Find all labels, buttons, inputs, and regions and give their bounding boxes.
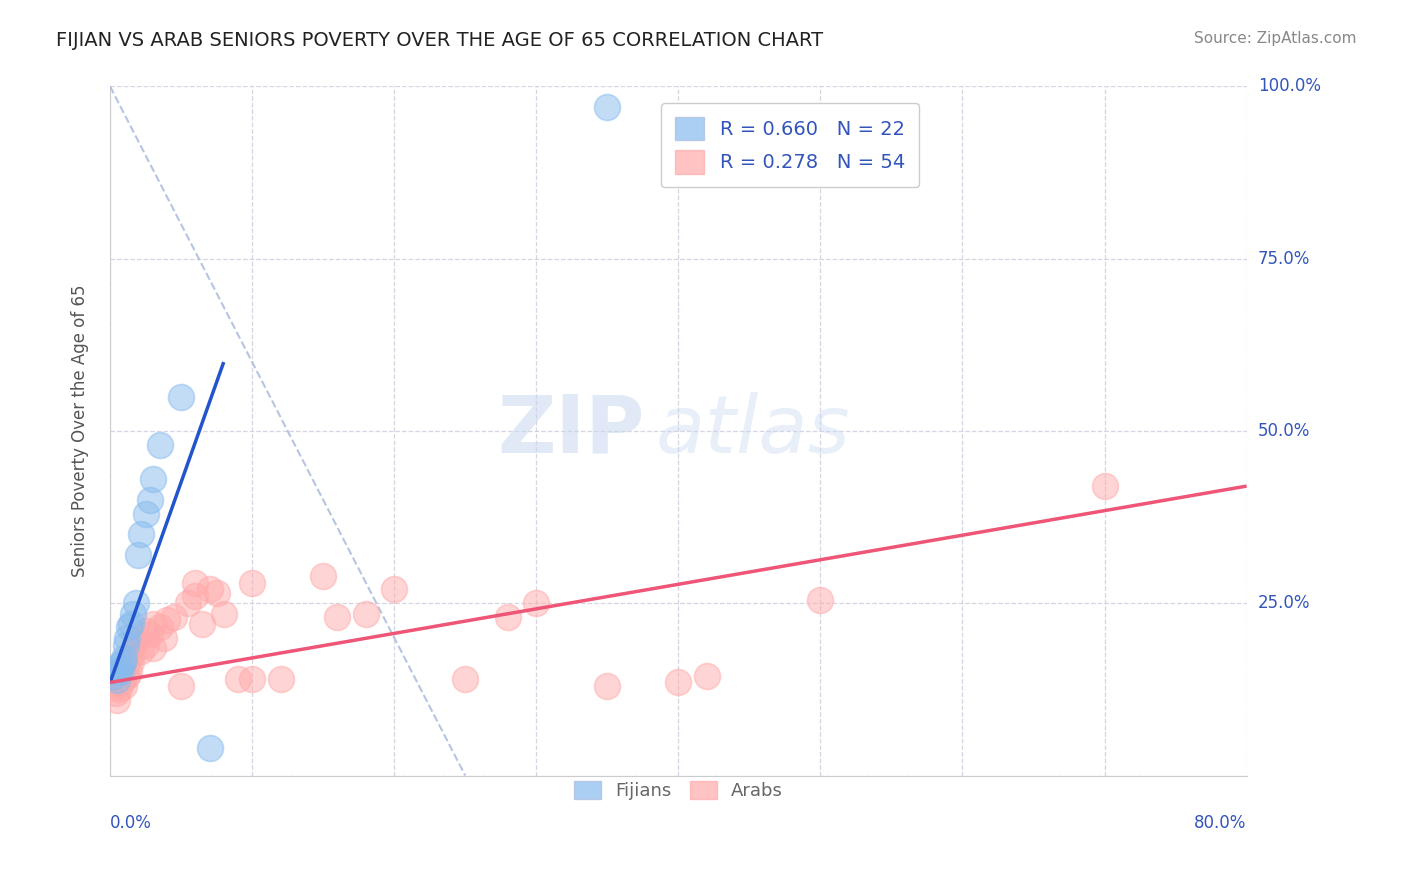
Text: 50.0%: 50.0% — [1258, 422, 1310, 440]
Point — [120, 655, 142, 669]
Point — [118, 651, 141, 665]
Point — [177, 596, 200, 610]
Point — [105, 692, 128, 706]
Point — [115, 631, 138, 645]
Point — [124, 634, 146, 648]
Text: 80.0%: 80.0% — [1194, 814, 1247, 832]
Point — [198, 741, 221, 756]
Point — [198, 582, 221, 597]
Point — [326, 610, 349, 624]
Point — [112, 651, 135, 665]
Point — [139, 492, 162, 507]
Point — [111, 655, 134, 669]
Point — [135, 638, 157, 652]
Point — [101, 672, 124, 686]
Point — [170, 679, 193, 693]
Point — [131, 527, 153, 541]
Point — [107, 665, 129, 680]
Point — [135, 624, 157, 638]
Point — [142, 616, 165, 631]
Point — [666, 675, 689, 690]
Point — [114, 658, 136, 673]
Point — [107, 668, 129, 682]
Point — [382, 582, 405, 597]
Point — [127, 548, 149, 562]
Point — [696, 668, 718, 682]
Point — [112, 662, 135, 676]
Point — [110, 662, 132, 676]
Point — [108, 665, 131, 680]
Point — [104, 686, 127, 700]
Point — [107, 682, 129, 697]
Text: 25.0%: 25.0% — [1258, 594, 1310, 612]
Point — [596, 679, 619, 693]
Text: ZIP: ZIP — [496, 392, 644, 470]
Point — [114, 638, 136, 652]
Point — [226, 672, 249, 686]
Point — [135, 507, 157, 521]
Legend: Fijians, Arabs: Fijians, Arabs — [560, 766, 797, 814]
Point — [103, 668, 125, 682]
Point — [270, 672, 292, 686]
Text: atlas: atlas — [655, 392, 851, 470]
Point — [808, 592, 831, 607]
Point — [103, 675, 125, 690]
Point — [170, 390, 193, 404]
Point — [108, 658, 131, 673]
Point — [120, 616, 142, 631]
Point — [205, 586, 228, 600]
Text: 100.0%: 100.0% — [1258, 78, 1320, 95]
Point — [110, 675, 132, 690]
Point — [124, 596, 146, 610]
Point — [184, 575, 207, 590]
Point — [149, 438, 172, 452]
Point — [131, 644, 153, 658]
Point — [184, 590, 207, 604]
Point — [111, 672, 134, 686]
Point — [149, 620, 172, 634]
Point — [105, 679, 128, 693]
Text: FIJIAN VS ARAB SENIORS POVERTY OVER THE AGE OF 65 CORRELATION CHART: FIJIAN VS ARAB SENIORS POVERTY OVER THE … — [56, 31, 824, 50]
Point — [112, 679, 135, 693]
Text: 0.0%: 0.0% — [110, 814, 152, 832]
Point — [105, 673, 128, 688]
Point — [156, 614, 179, 628]
Y-axis label: Seniors Poverty Over the Age of 65: Seniors Poverty Over the Age of 65 — [72, 285, 89, 577]
Point — [312, 568, 335, 582]
Text: 75.0%: 75.0% — [1258, 250, 1310, 268]
Point — [142, 472, 165, 486]
Point — [117, 620, 139, 634]
Point — [121, 607, 143, 621]
Point — [163, 610, 186, 624]
Point — [240, 575, 263, 590]
Point — [121, 644, 143, 658]
Point — [153, 631, 176, 645]
Point — [191, 616, 214, 631]
Point — [127, 631, 149, 645]
Point — [354, 607, 377, 621]
Point — [115, 668, 138, 682]
Point — [496, 610, 519, 624]
Point — [139, 627, 162, 641]
Text: Source: ZipAtlas.com: Source: ZipAtlas.com — [1194, 31, 1357, 46]
Point — [240, 672, 263, 686]
Point — [524, 596, 547, 610]
Point — [117, 665, 139, 680]
Point — [1094, 479, 1116, 493]
Point — [454, 672, 477, 686]
Point — [142, 640, 165, 655]
Point — [212, 607, 235, 621]
Point — [596, 100, 619, 114]
